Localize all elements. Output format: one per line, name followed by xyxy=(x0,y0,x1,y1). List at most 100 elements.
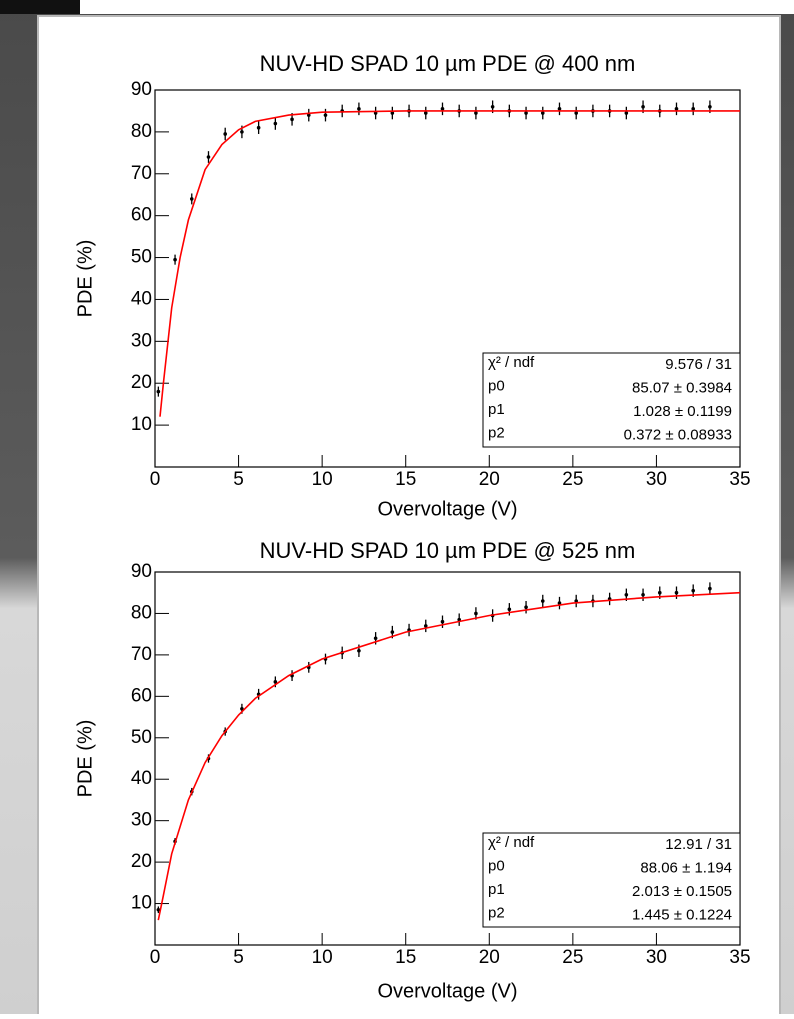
stats-box xyxy=(482,352,741,448)
data-point xyxy=(574,111,578,115)
y-tick-label: 30 xyxy=(131,330,152,351)
stats-value: 1.445 ± 0.1224 xyxy=(632,906,732,923)
data-point xyxy=(624,592,629,597)
fit-curve xyxy=(159,110,740,417)
data-point xyxy=(189,197,194,201)
x-tick-label: 5 xyxy=(233,469,244,490)
x-axis-label: Overvoltage (V) xyxy=(377,980,517,1002)
stats-name: p0 xyxy=(488,857,505,874)
y-tick-label: 90 xyxy=(131,561,152,582)
y-tick-label: 10 xyxy=(131,414,152,435)
y-tick-label: 60 xyxy=(131,205,152,226)
x-tick-label: 0 xyxy=(150,947,161,968)
data-point xyxy=(691,107,695,111)
data-point xyxy=(674,107,679,111)
data-point xyxy=(708,586,712,591)
x-tick-label: 20 xyxy=(479,947,500,968)
stats-name: p0 xyxy=(488,377,505,394)
plot-frame xyxy=(154,571,741,946)
y-tick-label: 20 xyxy=(131,372,152,393)
x-tick-label: 5 xyxy=(233,947,244,968)
data-point xyxy=(540,111,545,115)
stats-value: 0.372 ± 0.08933 xyxy=(624,426,732,443)
y-tick-label: 40 xyxy=(131,768,152,789)
x-tick-label: 35 xyxy=(729,947,750,968)
data-point xyxy=(390,111,395,115)
x-tick-label: 10 xyxy=(312,469,333,490)
y-tick-label: 40 xyxy=(131,288,152,309)
y-tick-label: 80 xyxy=(131,602,152,623)
y-tick-label: 80 xyxy=(131,121,152,142)
data-point xyxy=(323,113,328,117)
stats-name: χ² / ndf xyxy=(488,834,535,851)
data-point xyxy=(474,111,478,115)
data-point xyxy=(490,104,495,109)
data-point xyxy=(708,104,712,109)
x-tick-label: 15 xyxy=(395,469,416,490)
stats-value: 1.028 ± 0.1199 xyxy=(633,403,732,420)
data-point xyxy=(156,907,161,912)
y-tick-label: 20 xyxy=(131,851,152,872)
y-tick-label: 70 xyxy=(131,163,152,184)
plot-frame xyxy=(154,89,741,468)
data-point xyxy=(524,605,528,610)
data-point xyxy=(240,130,244,134)
stats-value: 12.91 / 31 xyxy=(665,836,732,853)
top-bar xyxy=(0,0,80,14)
chart-title: NUV-HD SPAD 10 µm PDE @ 525 nm xyxy=(260,538,636,563)
data-point xyxy=(390,630,395,634)
data-point xyxy=(624,111,629,115)
stats-value: 2.013 ± 0.1505 xyxy=(632,883,732,900)
data-point xyxy=(440,619,445,624)
x-tick-label: 10 xyxy=(312,947,333,968)
y-axis-label: PDE (%) xyxy=(74,240,96,318)
data-point xyxy=(557,107,562,111)
stats-name: χ² / ndf xyxy=(488,354,535,371)
stats-name: p1 xyxy=(488,881,505,898)
data-point xyxy=(373,636,378,641)
stats-value: 88.06 ± 1.194 xyxy=(640,859,732,876)
y-tick-label: 50 xyxy=(131,247,152,268)
y-axis-label: PDE (%) xyxy=(74,720,96,798)
data-point xyxy=(357,648,361,653)
data-point xyxy=(290,117,294,122)
y-tick-label: 70 xyxy=(131,644,152,665)
data-point xyxy=(256,125,261,130)
top-strip xyxy=(80,0,794,14)
chart-title: NUV-HD SPAD 10 µm PDE @ 400 nm xyxy=(260,51,636,76)
stats-name: p1 xyxy=(488,401,505,418)
stats-value: 85.07 ± 0.3984 xyxy=(632,379,732,396)
x-tick-label: 30 xyxy=(646,469,667,490)
data-point xyxy=(223,132,227,136)
data-point xyxy=(423,111,428,115)
x-tick-label: 35 xyxy=(729,469,750,490)
data-point xyxy=(691,588,695,593)
data-point xyxy=(156,389,161,394)
x-tick-label: 15 xyxy=(395,947,416,968)
data-point xyxy=(423,624,428,628)
data-point xyxy=(574,599,578,603)
data-point xyxy=(641,592,645,597)
y-tick-label: 30 xyxy=(131,810,152,831)
y-tick-label: 90 xyxy=(131,79,152,100)
data-point xyxy=(206,155,211,159)
x-tick-label: 25 xyxy=(562,947,583,968)
y-tick-label: 50 xyxy=(131,727,152,748)
stats-value: 9.576 / 31 xyxy=(665,356,732,373)
x-tick-label: 0 xyxy=(150,469,161,490)
x-tick-label: 25 xyxy=(562,469,583,490)
data-point xyxy=(440,107,445,111)
x-axis-label: Overvoltage (V) xyxy=(377,498,517,520)
data-point xyxy=(474,611,478,616)
data-point xyxy=(357,107,361,111)
data-point xyxy=(173,257,177,262)
data-point xyxy=(273,680,278,684)
data-point xyxy=(641,104,645,109)
stats-name: p2 xyxy=(488,424,505,441)
data-point xyxy=(507,607,512,612)
y-tick-label: 10 xyxy=(131,893,152,914)
data-point xyxy=(540,599,545,603)
x-tick-label: 20 xyxy=(479,469,500,490)
